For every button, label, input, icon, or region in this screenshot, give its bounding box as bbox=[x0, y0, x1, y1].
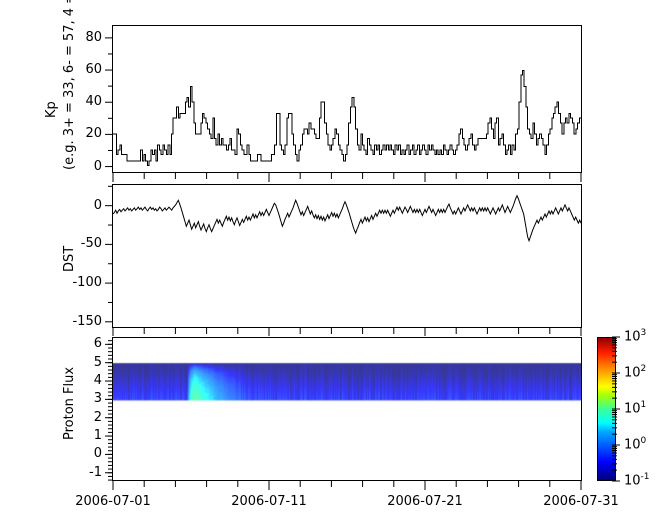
dst-axis-label: DST bbox=[62, 245, 77, 272]
xtick-label: 2006-07-11 bbox=[231, 494, 307, 509]
proton-panel-frame bbox=[112, 337, 582, 481]
colorbar-tick-label: 102 bbox=[624, 364, 647, 381]
proton-spectrogram bbox=[113, 338, 581, 480]
proton-ytick-label: 5 bbox=[93, 354, 102, 370]
colorbar bbox=[597, 337, 616, 481]
xtick-label: 2006-07-01 bbox=[75, 494, 151, 509]
proton-ytick-label: 6 bbox=[93, 336, 102, 352]
kp-ytick-label: 20 bbox=[85, 126, 102, 142]
proton-axis-label: Proton Flux bbox=[62, 366, 77, 440]
kp-axis-label-line1: Kp bbox=[44, 101, 59, 118]
kp-axis-label-line2: (e.g. 3+ = 33, 6- = 57, 4 = 40, etc.) bbox=[62, 0, 77, 170]
dst-ytick-label: -100 bbox=[72, 275, 102, 291]
xtick-label: 2006-07-31 bbox=[543, 494, 619, 509]
proton-ytick-label: 0 bbox=[93, 446, 102, 462]
dst-ytick-label: 0 bbox=[93, 197, 102, 213]
proton-ytick-label: 1 bbox=[93, 428, 102, 444]
proton-ytick-label: 2 bbox=[93, 409, 102, 425]
colorbar-tick-label: 100 bbox=[624, 436, 647, 453]
colorbar-gradient bbox=[598, 338, 615, 480]
kp-ytick-label: 60 bbox=[85, 62, 102, 78]
xtick-label: 2006-07-21 bbox=[387, 494, 463, 509]
kp-panel-frame bbox=[112, 25, 582, 173]
proton-ytick-label: -1 bbox=[89, 464, 102, 480]
kp-trace bbox=[113, 69, 581, 167]
dst-line bbox=[113, 194, 581, 243]
dst-trace bbox=[113, 194, 581, 243]
kp-ytick-label: 0 bbox=[93, 158, 102, 174]
dst-panel-frame bbox=[112, 184, 582, 328]
dst-ytick-label: -150 bbox=[72, 313, 102, 329]
colorbar-tick-label: 103 bbox=[624, 328, 647, 345]
proton-ytick-label: 4 bbox=[93, 373, 102, 389]
kp-ytick-label: 40 bbox=[85, 94, 102, 110]
kp-ytick-label: 80 bbox=[85, 29, 102, 45]
kp-step-line bbox=[113, 69, 581, 167]
colorbar-tick-label: 10-1 bbox=[624, 472, 650, 489]
dst-ytick-label: -50 bbox=[80, 236, 102, 252]
colorbar-tick-label: 101 bbox=[624, 400, 647, 417]
proton-ytick-label: 3 bbox=[93, 391, 102, 407]
